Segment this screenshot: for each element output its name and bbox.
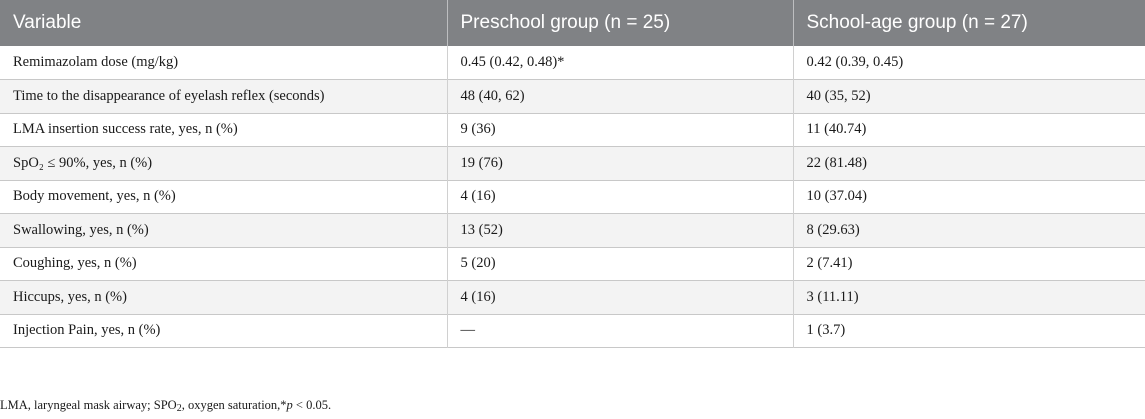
cell-school-age: 11 (40.74): [806, 121, 867, 138]
cell-school-age: 0.42 (0.39, 0.45): [806, 54, 904, 70]
cell-variable: LMA insertion success rate, yes, n (%): [0, 113, 448, 147]
table-row: Body movement, yes, n (%) 4 (16) 10 (37.…: [0, 180, 1145, 214]
cell-school-age: 10 (37.04): [806, 188, 867, 205]
table-row: Injection Pain, yes, n (%) — 1 (3.7): [0, 314, 1145, 348]
table-row: Remimazolam dose (mg/kg) 0.45 (0.42, 0.4…: [0, 46, 1145, 80]
header-variable: Variable: [0, 0, 448, 46]
table-row: SpO₂ ≤ 90%, yes, n (%) 19 (76) 22 (81.48…: [0, 146, 1145, 180]
table-row: Coughing, yes, n (%) 5 (20) 2 (7.41): [0, 247, 1145, 281]
header-school-age-group: School-age group (n = 27): [806, 12, 1028, 33]
table-header: Variable Preschool group (n = 25) School…: [0, 0, 1145, 46]
results-table: Variable Preschool group (n = 25) School…: [0, 0, 1145, 348]
table-row: Time to the disappearance of eyelash ref…: [0, 79, 1145, 113]
header-row: Variable Preschool group (n = 25) School…: [0, 0, 1145, 46]
cell-preschool: 19 (76): [447, 146, 794, 180]
cell-variable: Swallowing, yes, n (%): [0, 213, 448, 247]
cell-preschool: 48 (40, 62): [447, 79, 794, 113]
cell-school-age: 3 (11.11): [806, 288, 859, 305]
cell-school-age: 8 (29.63): [806, 221, 860, 238]
footnote-mid: , oxygen saturation,*: [181, 398, 287, 412]
footnote-lead: LMA, laryngeal mask airway; SPO: [0, 398, 177, 412]
cell-variable: Injection Pain, yes, n (%): [0, 314, 448, 348]
cell-variable: Hiccups, yes, n (%): [0, 280, 448, 314]
cell-preschool: 13 (52): [447, 213, 794, 247]
cell-preschool: 4 (16): [447, 180, 794, 214]
cell-preschool: 4 (16): [447, 280, 794, 314]
table-body: Remimazolam dose (mg/kg) 0.45 (0.42, 0.4…: [0, 46, 1145, 348]
cell-preschool: 0.45 (0.42, 0.48)*: [447, 46, 794, 80]
table-row: LMA insertion success rate, yes, n (%) 9…: [0, 113, 1145, 147]
footnote-subscript: 2: [176, 403, 182, 414]
cell-preschool: 5 (20): [447, 247, 794, 281]
footnote-tail: < 0.05.: [292, 398, 332, 412]
cell-preschool: 9 (36): [447, 113, 794, 147]
cell-variable: Body movement, yes, n (%): [0, 180, 448, 214]
table-footnote: LMA, laryngeal mask airway; SPO2, oxygen…: [0, 398, 331, 414]
cell-school-age: 2 (7.41): [806, 255, 853, 272]
cell-variable: Coughing, yes, n (%): [0, 247, 448, 281]
table-row: Swallowing, yes, n (%) 13 (52) 8 (29.63): [0, 213, 1145, 247]
header-preschool-group: Preschool group (n = 25): [447, 0, 794, 46]
cell-school-age: 40 (35, 52): [806, 87, 871, 104]
cell-school-age: 22 (81.48): [806, 154, 867, 171]
cell-variable: Remimazolam dose (mg/kg): [0, 46, 448, 80]
cell-variable: Time to the disappearance of eyelash ref…: [0, 79, 448, 113]
footnote-p-symbol: p: [286, 398, 293, 412]
cell-variable: SpO₂ ≤ 90%, yes, n (%): [0, 146, 448, 180]
cell-school-age: 1 (3.7): [806, 322, 846, 339]
table-row: Hiccups, yes, n (%) 4 (16) 3 (11.11): [0, 280, 1145, 314]
cell-preschool: —: [447, 314, 794, 348]
